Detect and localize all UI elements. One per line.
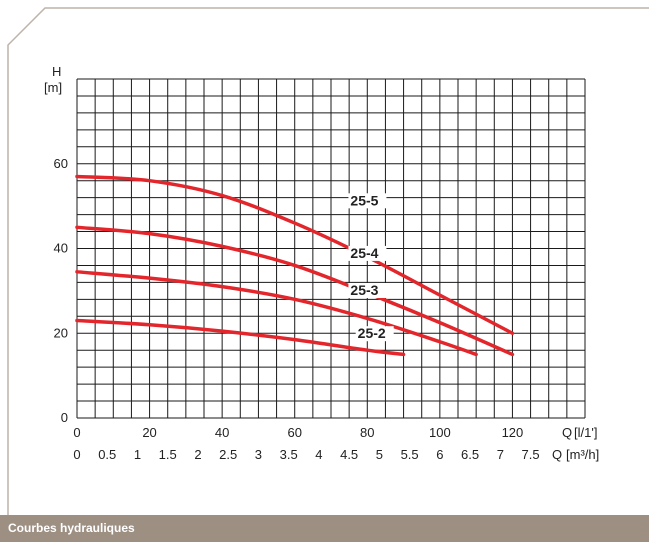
y-tick-label: 40 bbox=[54, 241, 68, 256]
x2-tick-label: 7 bbox=[497, 447, 504, 462]
curve-25-3 bbox=[75, 270, 478, 357]
x2-tick-label: 6.5 bbox=[461, 447, 479, 462]
x-tick-label: 20 bbox=[142, 425, 156, 440]
panel-border bbox=[7, 7, 649, 515]
curve-25-5 bbox=[75, 174, 515, 335]
x2-tick-label: 4.5 bbox=[340, 447, 358, 462]
x2-tick-label: 0 bbox=[73, 447, 80, 462]
x2-tick-label: 2 bbox=[194, 447, 201, 462]
x2-tick-label: 4 bbox=[315, 447, 322, 462]
curve-label-backing bbox=[348, 282, 387, 298]
curve-25-2 bbox=[75, 318, 406, 357]
x2-tick-label: 3.5 bbox=[280, 447, 298, 462]
curve-label: 25-2 bbox=[358, 325, 386, 341]
x2-axis-label: Q bbox=[552, 447, 562, 462]
x2-axis-unit: [m³/h] bbox=[566, 447, 599, 462]
curve-label-backing bbox=[355, 326, 394, 342]
x2-tick-label: 3 bbox=[255, 447, 262, 462]
y-tick-label: 0 bbox=[61, 410, 68, 425]
x2-tick-label: 1.5 bbox=[159, 447, 177, 462]
curve-label-backing bbox=[348, 245, 387, 261]
x2-tick-label: 5.5 bbox=[401, 447, 419, 462]
x-tick-label: 40 bbox=[215, 425, 229, 440]
x-tick-label: 120 bbox=[502, 425, 524, 440]
y-tick-label: 20 bbox=[54, 325, 68, 340]
x-axis-label: Q bbox=[562, 425, 572, 440]
x2-tick-label: 6 bbox=[436, 447, 443, 462]
y-tick-label: 60 bbox=[54, 156, 68, 171]
y-axis-label: H bbox=[52, 64, 61, 79]
tick-labels: 0 20 40 60 0 20 40 60 80 100 120 0 0.5 1 1.5 2 2.5 3 3.5 4 4… bbox=[54, 156, 540, 462]
curve-label: 25-3 bbox=[350, 282, 378, 298]
curve-25-4 bbox=[75, 225, 515, 357]
footer-title: Courbes hydrauliques bbox=[8, 521, 135, 535]
x2-tick-label: 7.5 bbox=[522, 447, 540, 462]
curve-label-backing bbox=[348, 193, 387, 209]
x-tick-label: 80 bbox=[360, 425, 374, 440]
x-tick-label: 0 bbox=[73, 425, 80, 440]
x2-tick-label: 5 bbox=[376, 447, 383, 462]
x2-tick-label: 0.5 bbox=[98, 447, 116, 462]
y-axis-unit: [m] bbox=[44, 80, 62, 95]
x2-tick-label: 1 bbox=[134, 447, 141, 462]
hydraulic-chart: 25-5 25-4 25-3 25-2 H [m] Q [l/1'] Q [m³/h]… bbox=[44, 64, 599, 462]
x-tick-label: 60 bbox=[287, 425, 301, 440]
x-tick-label: 100 bbox=[429, 425, 451, 440]
x-axis-unit: [l/1'] bbox=[574, 425, 597, 440]
footer-bar: Courbes hydrauliques bbox=[0, 515, 649, 542]
chart-grid bbox=[76, 78, 586, 419]
x2-tick-label: 2.5 bbox=[219, 447, 237, 462]
curve-label: 25-5 bbox=[350, 192, 378, 208]
curve-label: 25-4 bbox=[350, 245, 378, 261]
chart-curves: 25-5 25-4 25-3 25-2 bbox=[75, 174, 515, 357]
